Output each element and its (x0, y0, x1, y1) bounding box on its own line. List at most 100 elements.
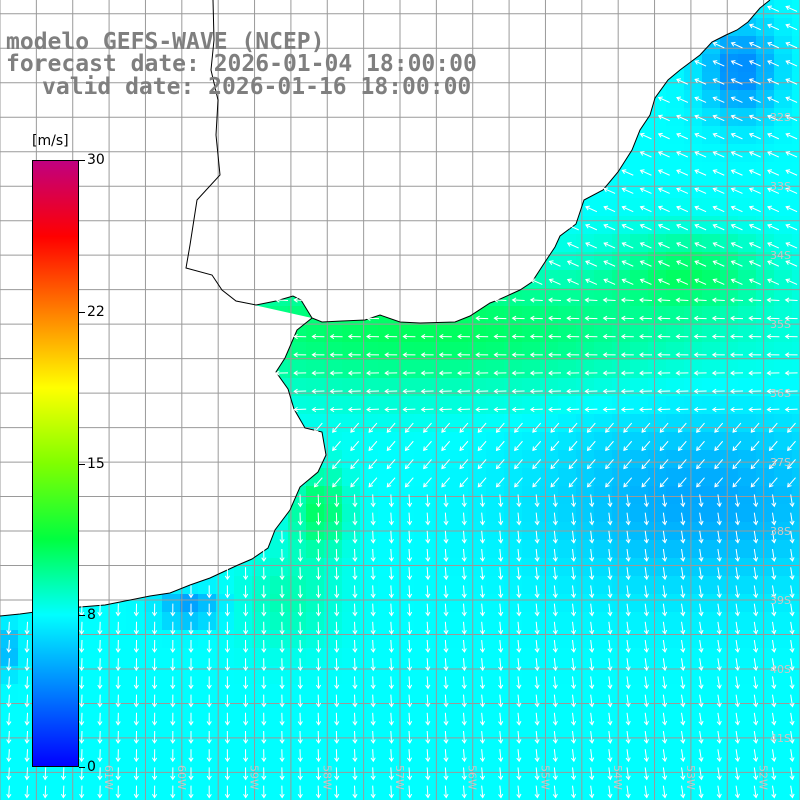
wind-arrow (329, 388, 343, 394)
wind-arrow (767, 278, 780, 285)
wind-arrow (566, 278, 579, 285)
wind-arrow (730, 223, 743, 231)
wind-arrow (603, 187, 616, 194)
wind-arrow (97, 749, 103, 763)
wind-arrow (115, 712, 121, 726)
wind-arrow (42, 785, 48, 799)
wind-arrow (329, 333, 343, 340)
wind-arrow (6, 712, 12, 726)
wind-arrow (79, 694, 85, 708)
wind-arrow (693, 352, 707, 358)
wind-arrow (785, 41, 798, 49)
wind-arrow (643, 585, 649, 599)
wind-arrow (511, 370, 525, 376)
wind-arrow (423, 440, 432, 452)
wind-arrow (224, 785, 230, 799)
wind-arrow (662, 530, 668, 544)
wind-arrow (224, 694, 230, 708)
wind-arrow (170, 658, 176, 672)
wind-arrow (151, 694, 158, 708)
colorbar-tick-mark (79, 311, 85, 313)
wind-arrow (370, 567, 376, 581)
wind-arrow (620, 388, 634, 394)
wind-arrow (350, 477, 360, 488)
wind-arrow (589, 512, 595, 526)
wind-arrow (388, 530, 394, 544)
wind-arrow (407, 658, 413, 672)
wind-arrow (657, 242, 670, 249)
wind-arrow (297, 621, 303, 635)
wind-arrow (443, 567, 449, 581)
graticule-labels: 32S 33S 34S 35S 36S 37S 38S 39S 40S 41S 61W 60W 59W 5… (102, 111, 791, 790)
wind-arrow (734, 603, 740, 617)
wind-arrow (589, 639, 595, 653)
wind-arrow (529, 370, 543, 376)
wind-arrow (716, 785, 722, 799)
wind-arrow (261, 785, 267, 799)
wind-arrow (170, 694, 176, 708)
wind-arrow (475, 370, 489, 376)
wind-arrow (443, 694, 449, 708)
wind-arrow (771, 567, 777, 581)
wind-arrow (332, 477, 341, 488)
wind-arrow (771, 694, 777, 708)
wind-arrow (438, 352, 452, 358)
wind-arrow (785, 260, 798, 267)
wind-arrow (334, 676, 340, 690)
wind-arrow (589, 585, 595, 599)
wind-arrow (753, 567, 759, 581)
wind-arrow (425, 512, 431, 526)
wind-arrow (261, 567, 267, 581)
wind-arrow (566, 260, 579, 267)
wind-arrow (552, 512, 558, 526)
wind-arrow (767, 260, 780, 267)
wind-arrow (315, 585, 322, 599)
wind-arrow (97, 621, 103, 635)
wind-arrow (370, 767, 376, 781)
wind-arrow (332, 422, 341, 433)
wind-arrow (388, 730, 394, 744)
wind-arrow (297, 530, 303, 544)
wind-arrow (479, 785, 486, 799)
wind-arrow (766, 333, 780, 340)
wind-arrow (352, 639, 358, 653)
wind-arrow (404, 477, 414, 488)
wind-arrow (585, 205, 598, 213)
wind-arrow (789, 749, 795, 763)
wind-arrow (698, 567, 704, 581)
wind-arrow (693, 315, 707, 321)
wind-arrow (332, 440, 341, 452)
wind-arrow (584, 297, 598, 303)
wind-arrow (785, 242, 798, 249)
wind-arrow (570, 548, 577, 562)
wind-arrow (534, 585, 540, 599)
wind-arrow (534, 767, 540, 781)
wind-arrow (243, 730, 249, 744)
wind-arrow (566, 388, 580, 394)
wind-arrow (625, 785, 631, 799)
wind-arrow (425, 749, 431, 763)
wind-arrow (529, 333, 543, 340)
wind-arrow (407, 585, 413, 599)
wind-arrow (641, 477, 651, 488)
wind-arrow (753, 658, 759, 672)
colorbar-tick-label: 22 (87, 303, 105, 320)
wind-arrow (548, 406, 562, 413)
wind-arrow (680, 548, 686, 562)
wind-arrow (711, 333, 725, 340)
wind-arrow (516, 585, 522, 599)
wind-arrow (206, 730, 212, 744)
wind-arrow (585, 260, 598, 267)
wind-arrow (514, 477, 523, 488)
wind-arrow (315, 639, 322, 653)
wind-arrow (261, 585, 267, 599)
wind-arrow (461, 712, 467, 726)
colorbar-ramp (32, 160, 79, 767)
wind-arrow (603, 278, 616, 285)
wind-arrow (334, 658, 340, 672)
wind-arrow (24, 749, 30, 763)
wind-arrow (297, 767, 303, 781)
wind-arrow (787, 422, 796, 433)
wind-arrow (293, 406, 307, 413)
wind-arrow (347, 370, 361, 376)
